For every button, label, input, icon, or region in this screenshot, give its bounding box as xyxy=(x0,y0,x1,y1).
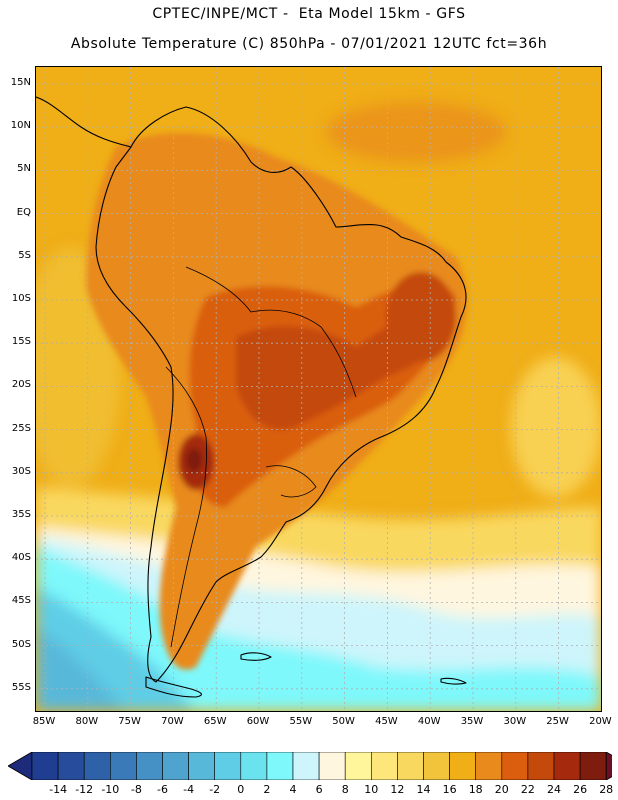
colorbar-label: -14 xyxy=(49,783,68,796)
colorbar-box xyxy=(527,752,555,780)
lon-label: 25W xyxy=(546,716,569,727)
colorbar-box xyxy=(397,752,424,780)
lat-label: 45S xyxy=(11,595,31,607)
colorbar-label: 14 xyxy=(416,783,431,796)
lat-label: 40S xyxy=(11,552,31,564)
colorbar-box xyxy=(449,752,477,780)
field-hotspot-brazil xyxy=(386,272,456,362)
colorbar-label: 2 xyxy=(263,783,271,796)
border-andes-east xyxy=(165,366,207,648)
coast-south-georgia xyxy=(440,677,467,685)
lat-label: 30S xyxy=(11,465,31,477)
lat-label: 25S xyxy=(11,422,31,434)
lon-label: 75W xyxy=(118,716,141,727)
field-cold-cyan xyxy=(36,547,601,711)
lat-label: 50S xyxy=(11,638,31,650)
temperature-field xyxy=(36,67,601,711)
border-brazil-west xyxy=(185,266,357,398)
colorbar-label: 22 xyxy=(520,783,535,796)
colorbar-box xyxy=(318,752,346,780)
colorbar-box xyxy=(475,752,503,780)
colorbar-label: -12 xyxy=(75,783,94,796)
lat-label: 55S xyxy=(11,681,31,693)
colorbar-box xyxy=(240,752,268,780)
colorbar-box xyxy=(501,752,529,780)
lon-label: 40W xyxy=(417,716,441,727)
border-river-plate xyxy=(265,465,317,498)
field-cold-blue-far xyxy=(36,627,126,711)
field-continent-layers xyxy=(86,133,467,670)
map-title-line-1: CPTEC/INPE/MCT - Eta Model 15km - GFS xyxy=(152,6,466,22)
field-warm-atlantic-top xyxy=(326,102,506,162)
colorbar-label: -2 xyxy=(209,783,221,796)
colorbar-box xyxy=(31,752,59,780)
colorbar-box xyxy=(553,752,581,780)
colorbar-label: 24 xyxy=(547,783,561,796)
temperature-map xyxy=(35,66,602,712)
lon-label: 30W xyxy=(503,716,527,727)
colorbar-box xyxy=(292,752,320,780)
colorbar-box xyxy=(266,752,294,780)
colorbar-label: 8 xyxy=(341,783,349,796)
colorbar-label: -6 xyxy=(157,783,168,796)
colorbar-low-arrow xyxy=(8,752,33,780)
field-hotspot-core xyxy=(186,448,202,472)
colorbar-label: 10 xyxy=(364,783,379,796)
lat-label: 15S xyxy=(11,336,31,348)
colorbar-box xyxy=(423,752,450,780)
colorbar-label: -8 xyxy=(130,783,142,796)
colorbar-label: 28 xyxy=(599,783,614,796)
lon-label: 80W xyxy=(75,716,99,727)
lon-label: 70W xyxy=(161,716,184,727)
colorbar-label: 26 xyxy=(573,783,588,796)
coast-tierra-del-fuego xyxy=(145,676,202,698)
colorbar-label: -10 xyxy=(101,783,120,796)
lat-label: 5S xyxy=(18,249,31,261)
colorbar-label: 16 xyxy=(442,783,457,796)
colorbar-label: 12 xyxy=(390,783,405,796)
lat-label: 20S xyxy=(11,379,31,391)
lon-label: 50W xyxy=(332,716,355,727)
colorbar-box xyxy=(110,752,137,780)
colorbar-box xyxy=(188,752,216,780)
lon-label: 60W xyxy=(246,716,270,727)
colorbar-box xyxy=(579,752,607,780)
coast-falklands xyxy=(240,652,272,661)
colorbar-box xyxy=(214,752,242,780)
colorbar-label: -4 xyxy=(183,783,195,796)
lon-label: 85W xyxy=(32,716,56,727)
coast-central-america xyxy=(36,96,132,148)
lat-label: 10S xyxy=(11,293,31,304)
lon-label: 65W xyxy=(203,716,227,727)
colorbar-box xyxy=(344,752,372,780)
colorbar-label: 4 xyxy=(289,783,297,796)
colorbar-box xyxy=(57,752,85,780)
field-warm-atlantic-east xyxy=(511,357,601,497)
coast-south-america xyxy=(95,106,467,683)
colorbar xyxy=(8,752,612,780)
map-title-line-2: Absolute Temperature (C) 850hPa - 07/01/… xyxy=(70,36,548,52)
lon-label: 45W xyxy=(375,716,398,727)
lat-label: 15N xyxy=(10,77,31,88)
colorbar-box xyxy=(83,752,111,780)
colorbar-box xyxy=(136,752,163,780)
lon-label: 20W xyxy=(589,716,612,727)
field-continent-hotter xyxy=(236,310,442,430)
lat-label: 5N xyxy=(17,163,31,175)
colorbar-label: 0 xyxy=(237,783,245,796)
colorbar-label: 6 xyxy=(315,783,323,796)
lon-label: 55W xyxy=(289,716,313,727)
lat-label: 35S xyxy=(11,509,31,520)
lon-label: 35W xyxy=(460,716,484,727)
colorbar-box xyxy=(162,752,189,780)
colorbar-high-arrow xyxy=(605,752,612,780)
lat-label: EQ xyxy=(16,206,31,218)
lat-label: 10N xyxy=(10,120,31,132)
colorbar-box xyxy=(370,752,398,780)
coastlines xyxy=(36,96,467,698)
colorbar-label: 20 xyxy=(494,783,509,796)
colorbar-label: 18 xyxy=(468,783,483,796)
